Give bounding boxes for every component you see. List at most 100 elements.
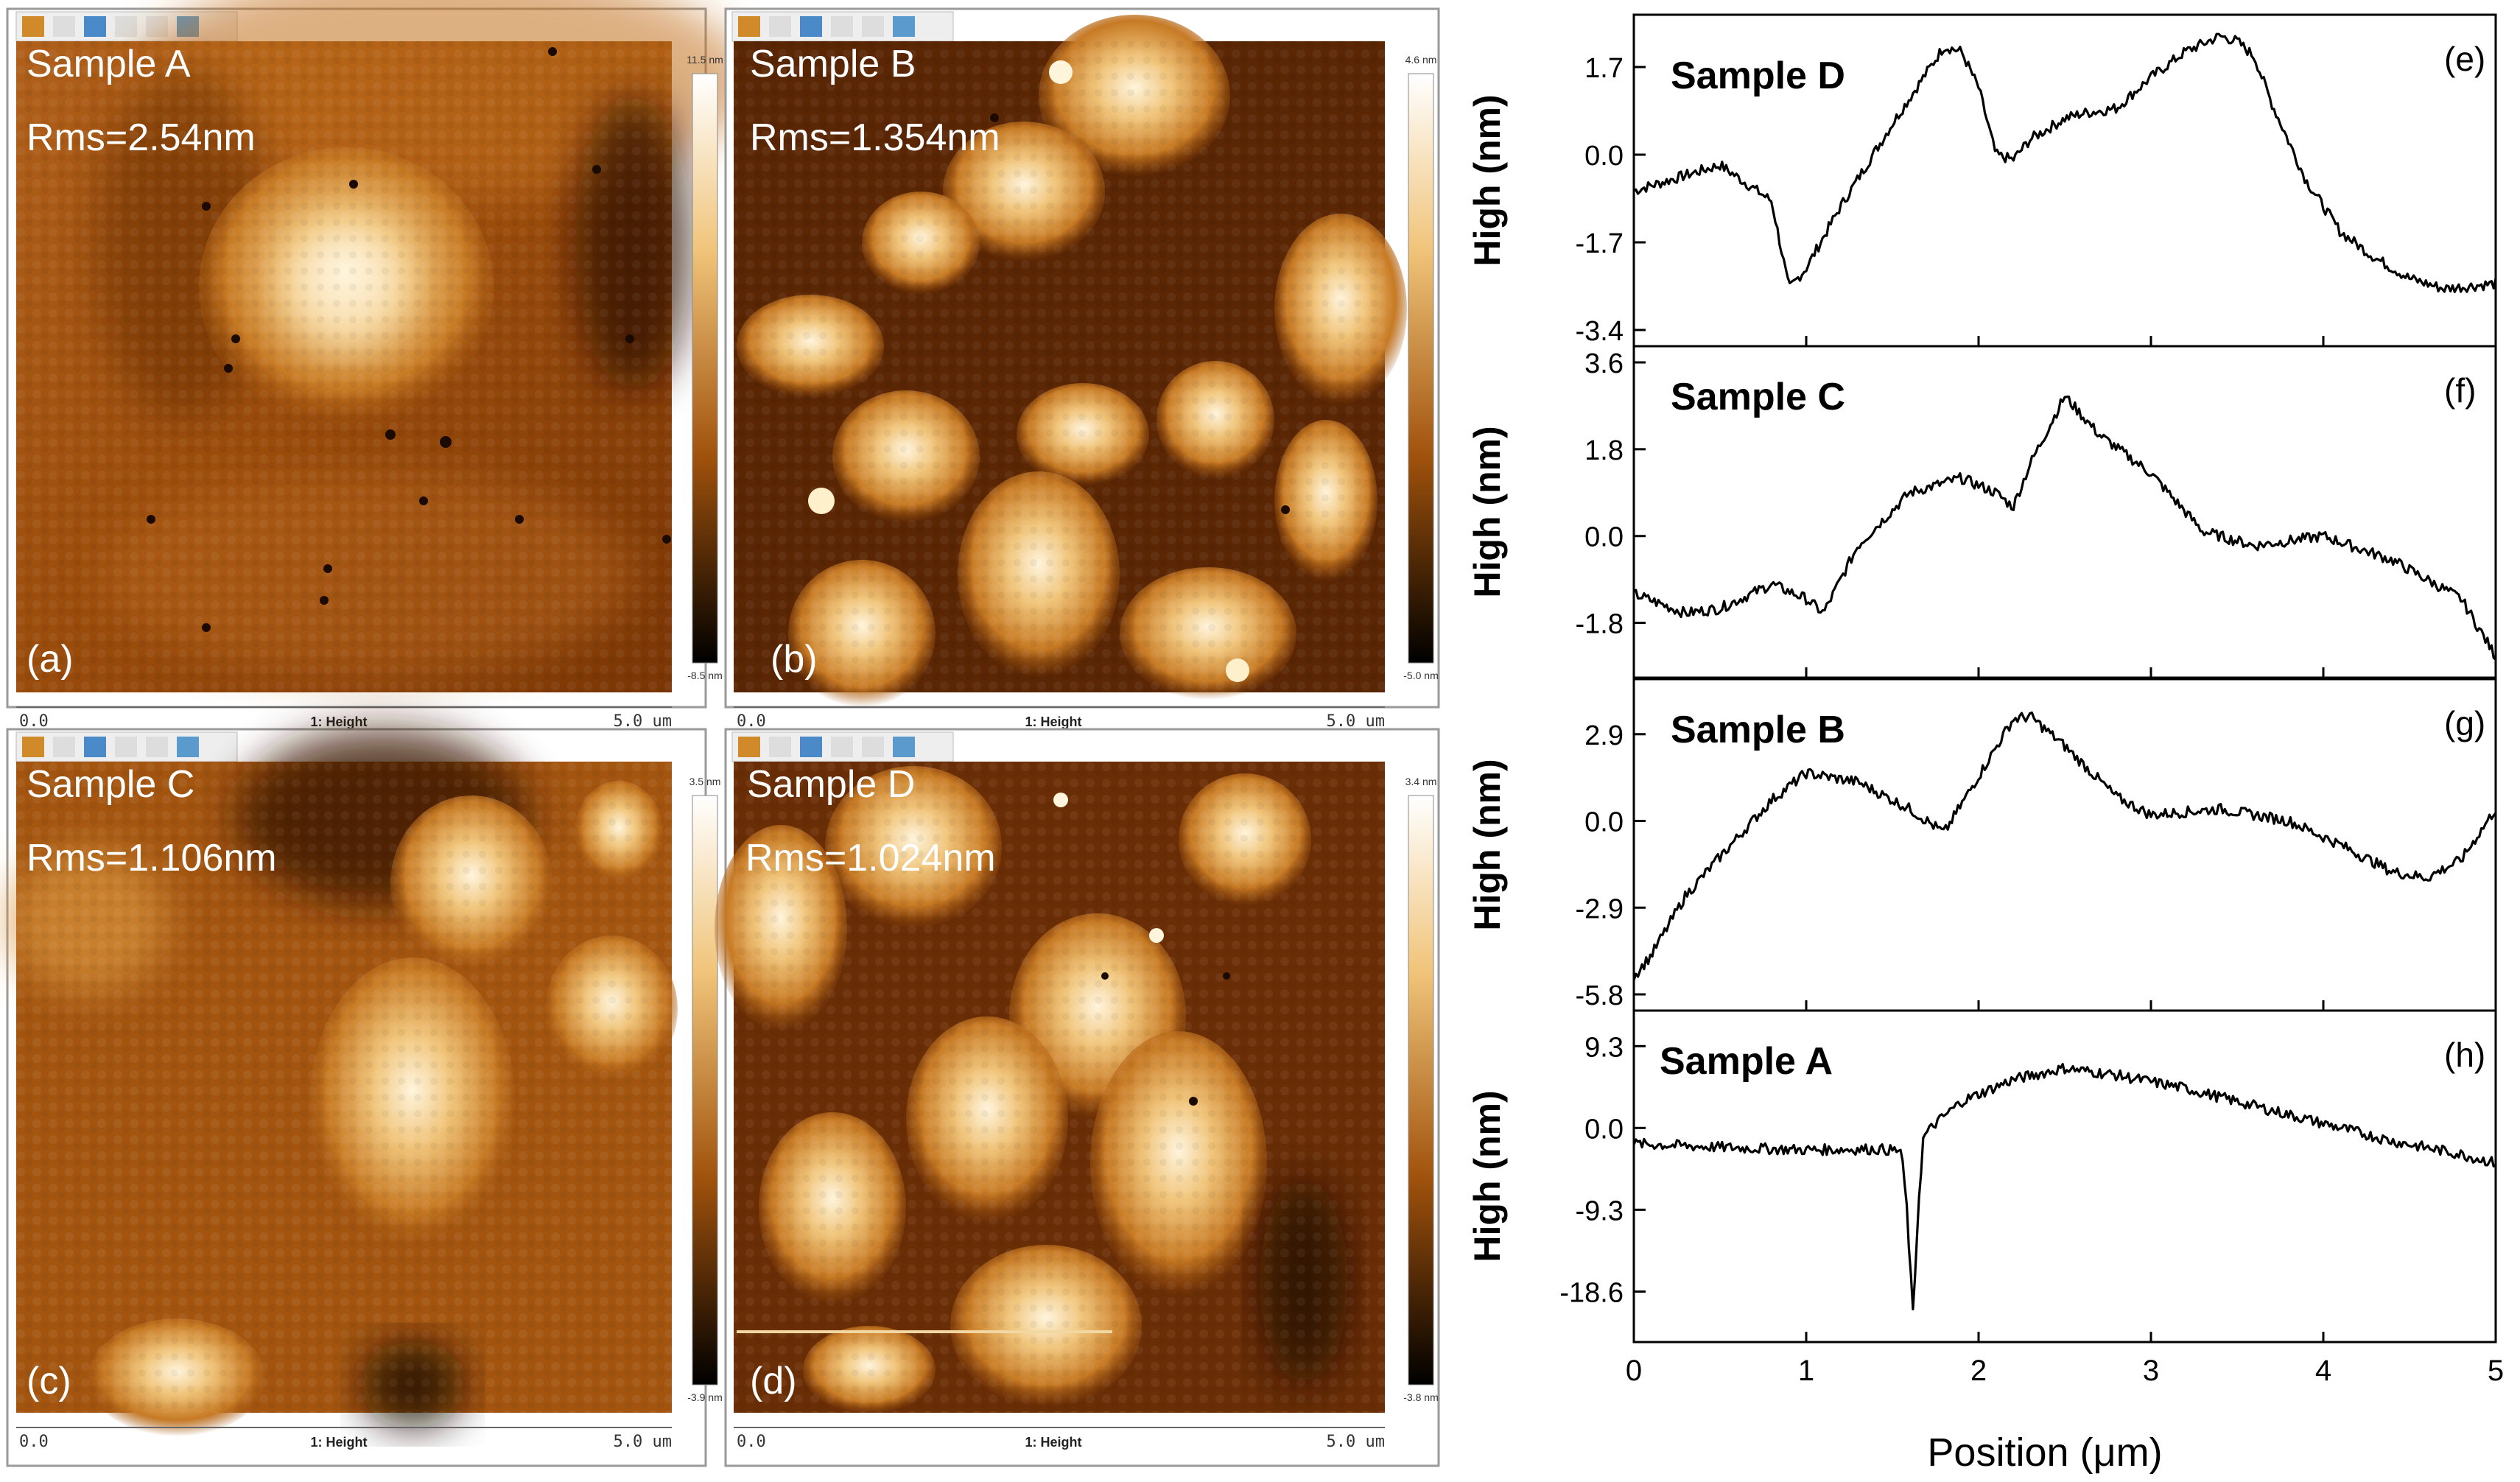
scale-max-a: 11.5 nm — [687, 54, 723, 66]
surface-icon[interactable] — [177, 737, 199, 757]
pencil-icon[interactable] — [738, 16, 760, 37]
y-tick-label: 0.0 — [1584, 807, 1624, 838]
panel-letter: (f) — [2444, 371, 2476, 410]
pencil-icon[interactable] — [22, 16, 44, 37]
plot-frame — [1632, 345, 2497, 679]
channel-d: 1: Height — [1025, 1435, 1081, 1450]
x-axis-label: Position (μm) — [1927, 1430, 2162, 1475]
x-tick-label: 1 — [1798, 1355, 1814, 1387]
panel-letter: (h) — [2444, 1036, 2485, 1074]
y-tick-label: 2.9 — [1584, 720, 1624, 751]
pan-icon[interactable] — [831, 737, 853, 757]
axis-right-c: 5.0 um — [614, 1433, 672, 1451]
plot-frame — [1632, 1009, 2497, 1344]
y-axis-label: High (nm) — [1467, 759, 1508, 930]
profile-panel-4: 9.3 0.0 -9.3 -18.6 High (nm) Sample A (h) — [1467, 1009, 2497, 1344]
surface-icon[interactable] — [893, 16, 915, 37]
sample-label-d: Sample D — [747, 763, 915, 806]
y-tick-label: -1.8 — [1576, 609, 1624, 640]
select-icon[interactable] — [862, 737, 884, 757]
pencil-icon[interactable] — [22, 737, 44, 757]
note-icon[interactable] — [769, 737, 791, 757]
afm-image-d — [715, 762, 1385, 1414]
y-tick-label: 0.0 — [1584, 522, 1624, 553]
profile-line-sample-d — [1633, 32, 2497, 293]
toolbar-c[interactable] — [15, 731, 238, 762]
pan-icon[interactable] — [115, 737, 137, 757]
x-tick-label: 4 — [2315, 1355, 2331, 1387]
zoom-icon[interactable] — [800, 737, 822, 757]
profile-panel-2: 3.6 1.8 0.0 -1.8 High (nm) Sample C (f) — [1467, 345, 2497, 679]
channel-a: 1: Height — [310, 714, 367, 729]
axis-left-d: 0.0 — [737, 1433, 766, 1451]
zoom-icon[interactable] — [800, 16, 822, 37]
y-tick-label: -9.3 — [1576, 1195, 1624, 1226]
afm-panel-d: 3.4 nm -3.8 nm Sample D Rms=1.024nm (d) … — [715, 728, 1440, 1467]
y-tick-label: -5.8 — [1576, 980, 1624, 1011]
y-axis-label: High (nm) — [1467, 426, 1508, 597]
profile-panel-3: 2.9 0.0 -2.9 -5.8 High (nm) Sample B (g) — [1467, 678, 2497, 1012]
channel-b: 1: Height — [1025, 714, 1081, 729]
panel-letter-b: (b) — [771, 638, 818, 681]
pan-icon[interactable] — [115, 16, 137, 37]
pencil-icon[interactable] — [738, 737, 760, 757]
surface-icon[interactable] — [893, 737, 915, 757]
profile-panel-1: 1.7 0.0 -1.7 -3.4 High (nm) Sample D (e) — [1467, 13, 2497, 348]
y-tick-label: 0.0 — [1584, 1114, 1624, 1145]
afm-image-c — [7, 729, 678, 1436]
note-icon[interactable] — [769, 16, 791, 37]
rms-label-c: Rms=1.106nm — [27, 837, 277, 879]
zoom-icon[interactable] — [84, 737, 106, 757]
profile-line-sample-a — [1632, 1063, 2496, 1310]
rms-label-d: Rms=1.024nm — [745, 837, 996, 879]
sample-label-c: Sample C — [27, 763, 194, 806]
y-tick-label: -3.4 — [1576, 316, 1624, 347]
y-axis-label: High (nm) — [1467, 94, 1508, 266]
scale-min-b: -5.0 nm — [1403, 670, 1438, 681]
sample-label-a: Sample A — [27, 43, 191, 85]
scale-min-c: -3.9 nm — [687, 1391, 722, 1403]
panel-letter-c: (c) — [27, 1360, 71, 1402]
axis-right-b: 5.0 um — [1327, 712, 1385, 731]
height-profile-plots: 1.7 0.0 -1.7 -3.4 High (nm) Sample D (e) 3.6 1.8… — [1467, 13, 2504, 1387]
axis-right-d: 5.0 um — [1327, 1433, 1385, 1451]
rms-label-a: Rms=2.54nm — [27, 116, 256, 159]
color-scale-a: 11.5 nm -8.5 nm — [687, 54, 723, 681]
color-scale-d: 3.4 nm -3.8 nm — [1403, 776, 1438, 1403]
panel-letter-a: (a) — [27, 638, 74, 681]
series-label: Sample A — [1660, 1040, 1833, 1083]
afm-image-b — [734, 15, 1407, 707]
axis-left-a: 0.0 — [19, 712, 49, 731]
zoom-icon[interactable] — [84, 16, 106, 37]
rms-label-b: Rms=1.354nm — [750, 116, 1000, 159]
sample-label-b: Sample B — [750, 43, 916, 85]
y-tick-label: 1.7 — [1584, 53, 1624, 84]
afm-panel-a: 11.5 nm -8.5 nm Sample A Rms=2.54nm (a) … — [6, 0, 751, 731]
x-tick-label: 2 — [1970, 1355, 1987, 1387]
scale-min-d: -3.8 nm — [1403, 1391, 1438, 1403]
y-tick-label: 3.6 — [1584, 348, 1624, 379]
profile-line-sample-b — [1632, 711, 2497, 981]
note-icon[interactable] — [53, 16, 75, 37]
profile-line-sample-c — [1633, 396, 2497, 661]
toolbar-b[interactable] — [731, 11, 954, 42]
x-tick-label: 3 — [2143, 1355, 2159, 1387]
axis-right-a: 5.0 um — [614, 712, 672, 731]
select-icon[interactable] — [146, 737, 168, 757]
panel-letter-d: (d) — [750, 1360, 797, 1402]
y-tick-label: -18.6 — [1559, 1277, 1624, 1308]
afm-panel-b: 4.6 nm -5.0 nm Sample B Rms=1.354nm (b) … — [724, 7, 1440, 731]
pan-icon[interactable] — [831, 16, 853, 37]
toolbar-d[interactable] — [731, 731, 954, 762]
axis-left-c: 0.0 — [19, 1433, 49, 1451]
x-tick-label: 5 — [2488, 1355, 2504, 1387]
select-icon[interactable] — [862, 16, 884, 37]
x-tick-label: 0 — [1626, 1355, 1642, 1387]
series-label: Sample B — [1671, 709, 1845, 751]
series-label: Sample C — [1671, 376, 1845, 418]
afm-panel-c: 3.5 nm -3.9 nm Sample C Rms=1.106nm (c) … — [6, 728, 723, 1467]
y-axis-label: High (nm) — [1467, 1090, 1508, 1262]
note-icon[interactable] — [53, 737, 75, 757]
